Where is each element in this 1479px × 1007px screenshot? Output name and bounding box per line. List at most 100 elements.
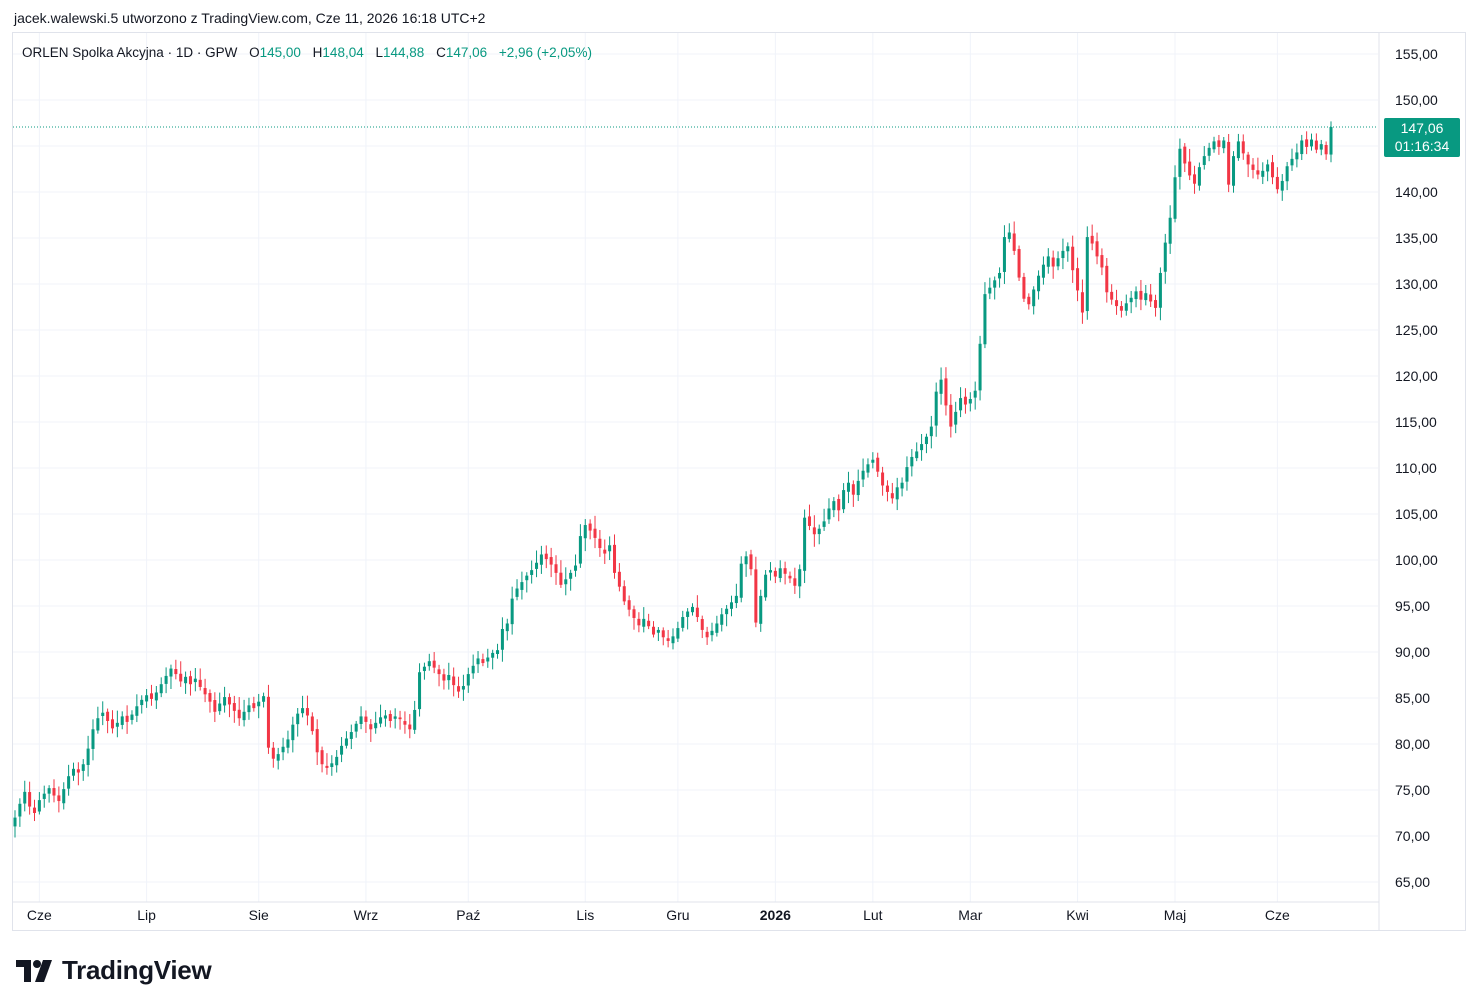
candle-body <box>1173 177 1177 219</box>
candle-body <box>266 696 270 748</box>
candle-body <box>315 729 319 753</box>
candle-body <box>505 623 509 632</box>
candle-body <box>491 652 495 658</box>
candle-body <box>223 697 227 706</box>
candle-body <box>1251 164 1255 170</box>
candle-body <box>218 703 222 712</box>
y-tick-label: 120,00 <box>1395 368 1438 384</box>
candle-body <box>666 638 670 641</box>
candle-body <box>305 708 309 716</box>
candle-body <box>681 617 685 628</box>
candle-body <box>617 571 621 587</box>
candle-body <box>725 608 729 615</box>
candle-body <box>169 668 173 677</box>
candle-body <box>422 666 426 672</box>
candle-body <box>179 673 183 682</box>
candle-body <box>851 484 855 495</box>
candle-body <box>1241 141 1245 154</box>
candle-body <box>569 572 573 579</box>
candle-body <box>486 657 490 662</box>
candle-body <box>1095 241 1099 257</box>
x-tick-label: Sie <box>249 907 269 923</box>
candle-body <box>715 623 719 633</box>
candle-body <box>1158 272 1162 308</box>
candle-body <box>496 650 500 654</box>
candle-body <box>1105 265 1109 293</box>
candle-body <box>383 715 387 719</box>
candle-body <box>1007 232 1011 239</box>
candle-body <box>1046 256 1050 267</box>
candle-body <box>320 750 324 765</box>
candle-body <box>973 390 977 398</box>
candle-body <box>764 574 768 598</box>
candle-body <box>140 699 144 706</box>
candle-body <box>13 817 17 827</box>
candle-body <box>535 562 539 569</box>
candle-body <box>676 628 680 639</box>
candle-body <box>695 607 699 618</box>
y-tick-label: 135,00 <box>1395 230 1438 246</box>
candle-body <box>1324 145 1328 155</box>
candle-body <box>354 723 358 732</box>
candle-body <box>690 606 695 613</box>
candle-body <box>915 451 919 459</box>
candle-body <box>349 732 353 739</box>
y-tick-label: 115,00 <box>1395 414 1437 430</box>
candle-body <box>759 595 763 624</box>
candle-body <box>325 765 329 768</box>
change-value: +2,96 (+2,05%) <box>498 45 592 60</box>
candle-body <box>232 703 236 711</box>
candle-body <box>817 528 821 535</box>
candle-body <box>1071 246 1075 271</box>
y-tick-label: 110,00 <box>1395 460 1437 476</box>
candle-body <box>803 517 807 571</box>
candle-body <box>110 719 114 729</box>
x-tick-label: 2026 <box>760 907 791 923</box>
candle-body <box>856 480 860 496</box>
candle-body <box>1080 292 1084 313</box>
candle-body <box>466 674 470 686</box>
candle-body <box>1275 176 1279 190</box>
candle-body <box>213 700 217 712</box>
candle-body <box>749 554 753 570</box>
candle-body <box>471 665 475 674</box>
candle-body <box>1002 237 1006 272</box>
candle-body <box>130 714 134 720</box>
candle-body <box>837 498 841 511</box>
candle-body <box>1017 249 1021 278</box>
candle-body <box>120 716 124 725</box>
candle-body <box>91 729 95 749</box>
candle-body <box>1139 290 1143 300</box>
candle-body <box>632 609 636 618</box>
candle-body <box>1290 158 1294 166</box>
candle-body <box>988 287 992 294</box>
tradingview-logo[interactable]: TradingView <box>16 955 212 986</box>
candle-body <box>413 709 417 730</box>
candle-body <box>773 570 777 577</box>
candle-body <box>559 572 563 585</box>
candle-body <box>145 695 149 702</box>
candle-body <box>281 746 285 753</box>
y-tick-label: 130,00 <box>1395 276 1438 292</box>
candle-body <box>885 485 889 492</box>
candle-body <box>574 565 578 571</box>
candle-body <box>812 527 816 535</box>
candle-body <box>1266 164 1270 172</box>
candle-body <box>388 714 392 721</box>
candle-body <box>1305 139 1309 147</box>
candle-body <box>291 724 295 741</box>
candle-body <box>1222 140 1226 149</box>
candle-body <box>432 660 436 668</box>
candle-body <box>1168 217 1172 244</box>
candle-body <box>647 620 651 627</box>
candle-body <box>257 701 261 707</box>
candle-body <box>476 658 480 665</box>
y-tick-label: 150,00 <box>1395 92 1438 108</box>
candle-body <box>1061 250 1065 259</box>
candle-body <box>340 745 344 755</box>
candle-body <box>1329 127 1333 155</box>
candle-body <box>1178 148 1182 177</box>
candle-body <box>1076 268 1080 291</box>
candle-body <box>578 536 582 564</box>
